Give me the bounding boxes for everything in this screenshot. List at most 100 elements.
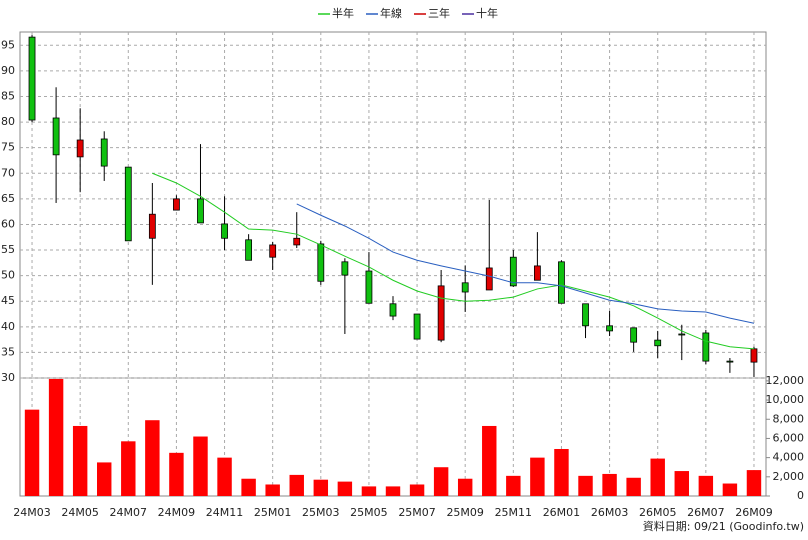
y-tick-label: 85 — [1, 89, 15, 102]
candle-body — [173, 198, 180, 211]
y-tick-label: 70 — [1, 166, 15, 179]
y-tick-label: 40 — [1, 320, 15, 333]
y-tick-label: 90 — [1, 64, 15, 77]
y-tick-label: 75 — [1, 141, 15, 154]
volume-bar — [506, 475, 521, 496]
candle-body — [509, 256, 517, 287]
candle-body — [28, 36, 36, 121]
x-tick-label: 26M09 — [735, 506, 773, 519]
volume-bar — [578, 475, 593, 496]
candle-body — [702, 332, 710, 362]
x-tick-label: 25M09 — [446, 506, 484, 519]
x-tick-label: 24M03 — [13, 506, 51, 519]
candle-body — [245, 239, 253, 261]
legend-label: 年線 — [380, 6, 402, 20]
x-tick-label: 26M05 — [639, 506, 677, 519]
candle-body — [341, 261, 349, 276]
candle-body — [269, 244, 277, 258]
x-tick-label: 24M07 — [110, 506, 148, 519]
volume-bar — [361, 486, 377, 496]
candle-body — [461, 282, 469, 293]
y2-tick-label: 10,000 — [766, 393, 805, 406]
candle-body — [606, 325, 613, 332]
volume-bar — [409, 484, 425, 496]
volume-bar — [554, 448, 569, 496]
volume-bar — [289, 474, 304, 496]
y-tick-label: 35 — [1, 345, 15, 358]
x-tick-label: 24M05 — [61, 506, 99, 519]
x-tick-label: 25M01 — [254, 506, 292, 519]
volume-bar — [193, 436, 208, 496]
candle-body — [437, 285, 445, 341]
candle-body — [582, 303, 589, 327]
candle-body — [197, 198, 204, 224]
volume-bar — [385, 486, 401, 496]
volume-bar — [650, 458, 665, 496]
plot-frame — [19, 31, 767, 497]
volume-bar — [169, 452, 184, 496]
candle-body — [100, 138, 108, 167]
candle-body — [750, 348, 758, 363]
candle-body — [533, 265, 541, 281]
x-tick-label: 24M11 — [206, 506, 244, 519]
y-tick-label: 30 — [1, 371, 15, 384]
y-tick-label: 80 — [1, 115, 15, 128]
volume-bar — [698, 475, 714, 496]
volume-bar — [530, 457, 545, 496]
candle-body — [52, 117, 60, 156]
y2-tick-label: 12,000 — [766, 374, 805, 387]
y-tick-label: 55 — [1, 243, 15, 256]
y-tick-label: 95 — [1, 38, 15, 51]
candle-body — [678, 333, 686, 336]
volume-bar — [457, 478, 473, 496]
y2-tick-label: 4,000 — [773, 451, 805, 464]
y2-tick-label: 2,000 — [773, 470, 805, 483]
x-tick-label: 25M05 — [350, 506, 388, 519]
legend-label: 十年 — [476, 6, 498, 20]
y2-tick-label: 0 — [797, 489, 804, 502]
volume-bar — [722, 483, 738, 496]
legend-label: 三年 — [428, 6, 450, 20]
candle-body — [124, 166, 132, 242]
candle-body — [726, 360, 734, 363]
volume-bar — [145, 420, 160, 496]
y2-tick-label: 8,000 — [773, 412, 805, 425]
candle-body — [558, 261, 565, 304]
candle-body — [221, 223, 228, 239]
candle-body — [485, 267, 493, 291]
candle-body — [76, 139, 84, 158]
volume-bar — [482, 425, 497, 496]
volume-bar — [48, 378, 64, 496]
candle-body — [365, 270, 373, 304]
ma-line — [152, 172, 755, 350]
x-tick-label: 26M07 — [687, 506, 725, 519]
candle-body — [293, 237, 301, 246]
volume-bar — [72, 425, 88, 496]
volume-bar — [313, 479, 329, 496]
y-tick-label: 65 — [1, 192, 15, 205]
y-tick-label: 50 — [1, 269, 15, 282]
candle-body — [317, 243, 325, 282]
volume-bar — [746, 470, 762, 496]
volume-bar — [626, 477, 641, 496]
volume-bar — [265, 484, 280, 496]
x-tick-label: 26M03 — [591, 506, 629, 519]
x-tick-label: 24M09 — [158, 506, 196, 519]
volume-bar — [433, 467, 449, 496]
candle-body — [148, 213, 156, 239]
source-note: 資料日期: 09/21 (Goodinfo.tw) — [643, 519, 804, 533]
ma-line — [296, 203, 755, 324]
y-tick-label: 60 — [1, 217, 15, 230]
volume-bar — [241, 478, 256, 496]
volume-bar — [97, 462, 112, 496]
x-tick-label: 25M11 — [495, 506, 533, 519]
candle-body — [389, 303, 397, 317]
volume-bar — [24, 409, 40, 496]
volume-bar — [121, 441, 136, 496]
volume-bar — [602, 473, 617, 496]
candle-body — [630, 327, 638, 343]
candle-body — [654, 339, 662, 347]
x-tick-label: 25M03 — [302, 506, 340, 519]
y2-tick-label: 6,000 — [773, 431, 805, 444]
